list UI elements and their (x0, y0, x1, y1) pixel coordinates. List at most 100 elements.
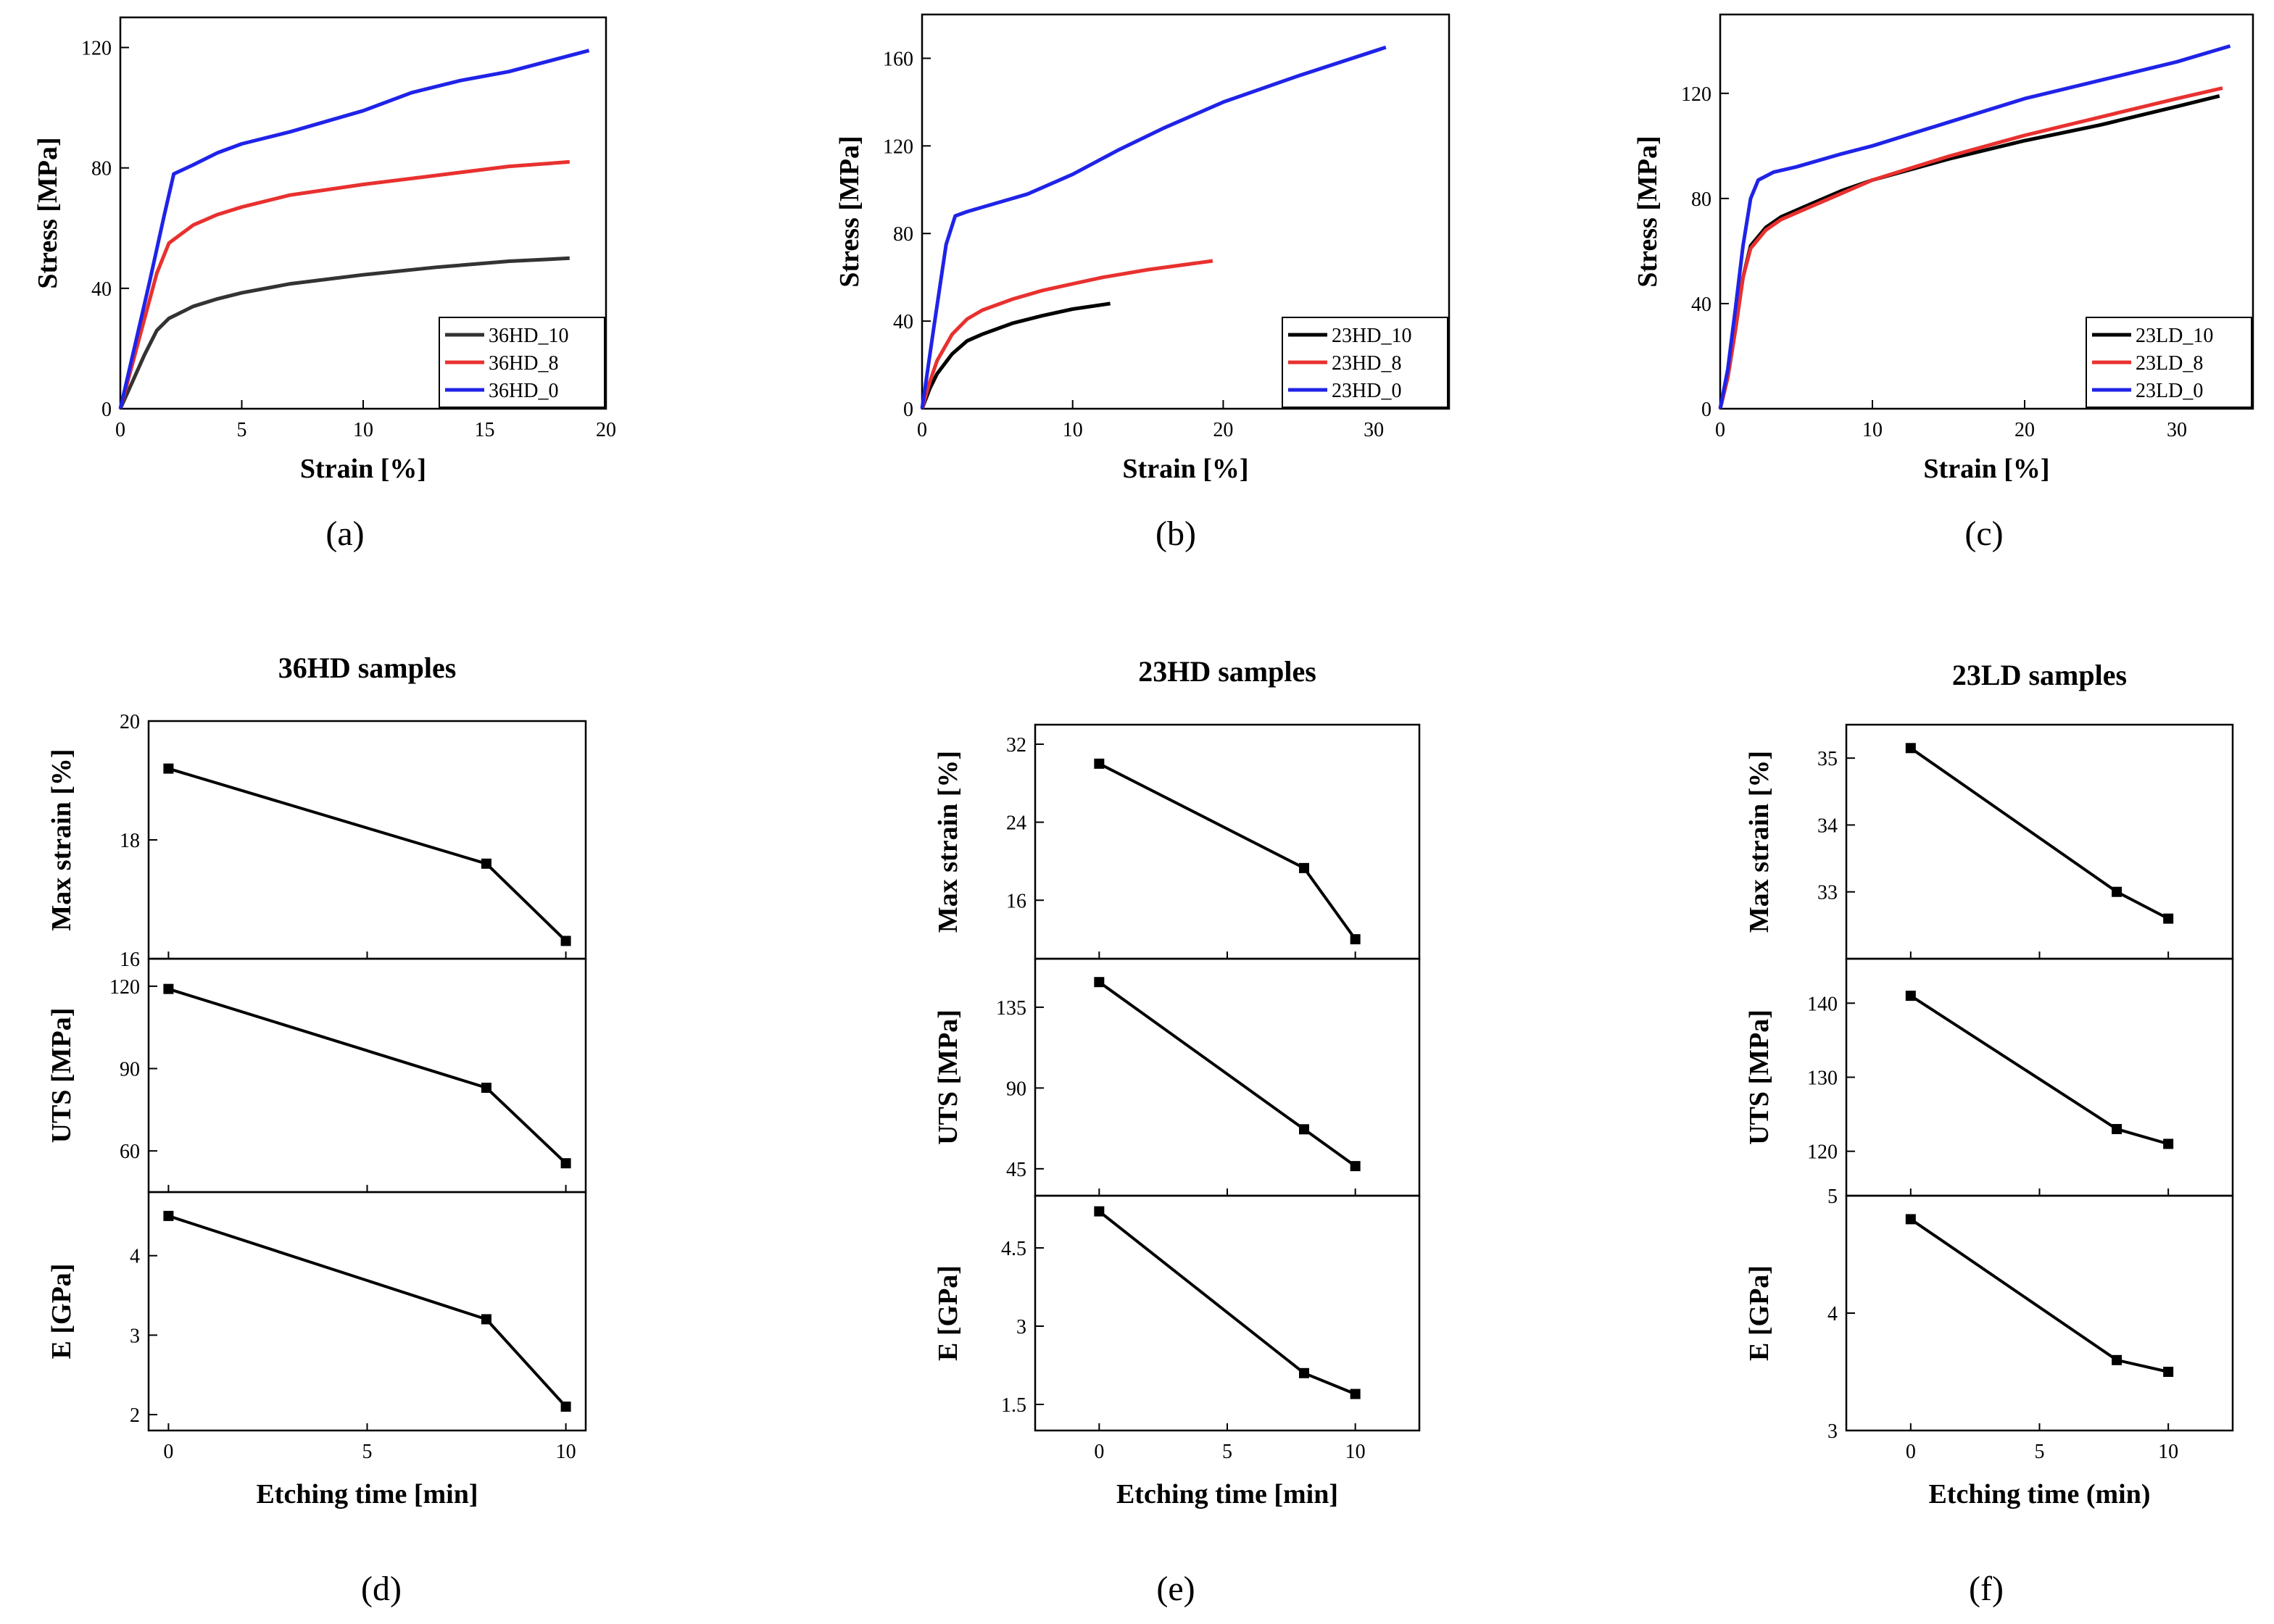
y-tick-label: 120 (109, 976, 140, 999)
x-tick-label: 0 (1094, 1441, 1104, 1463)
chart-title: 23LD samples (1952, 659, 2127, 691)
y-tick-label: 34 (1817, 815, 1838, 837)
legend-label: 36HD_0 (489, 380, 558, 402)
data-point (163, 763, 174, 774)
legend-label: 23HD_0 (1332, 380, 1401, 402)
series-line-36HD_8 (118, 159, 570, 409)
y-tick-label: 90 (1006, 1078, 1026, 1100)
y-tick-label: 16 (1006, 890, 1026, 912)
x-axis-label: Etching time [min] (1116, 1479, 1338, 1510)
series-line (1098, 762, 1357, 941)
series-line-23LD_8 (1718, 86, 2223, 409)
series-line (1098, 1210, 1356, 1396)
y-tick-label: 3 (1827, 1420, 1838, 1443)
y-tick-label: 3 (130, 1325, 140, 1347)
y-tick-label: 130 (1807, 1067, 1838, 1090)
legend-label: 23LD_0 (2136, 380, 2203, 402)
series-line (167, 767, 567, 942)
y-axis-label: UTS [MPa] (1744, 1009, 1775, 1145)
y-tick-label: 140 (1807, 993, 1838, 1015)
data-point (560, 1158, 571, 1169)
caption: (c) (1964, 515, 2003, 553)
panel-frame (147, 720, 587, 960)
data-point (1350, 1388, 1361, 1399)
panel-0: 33 34 35 Max strain [%] (1744, 723, 2234, 960)
y-axis-label: UTS [MPa] (933, 1009, 963, 1145)
data-point (2112, 886, 2122, 897)
x-tick-label: 30 (2167, 419, 2187, 441)
series-line (167, 987, 567, 1165)
data-point (1299, 1124, 1309, 1135)
panel-frame (1845, 957, 2234, 1197)
y-tick-label: 18 (120, 830, 140, 852)
caption: (b) (1155, 515, 1196, 553)
caption: (e) (1156, 1570, 1195, 1608)
y-tick-label: 45 (1006, 1159, 1026, 1181)
y-tick-label: 32 (1006, 734, 1026, 757)
data-point (1299, 862, 1309, 873)
chart-b: 0 10 20 30 0 40 80 120 160 Strain [%] Stress [MPa]… (834, 13, 1451, 553)
data-point (2163, 1138, 2174, 1149)
y-tick-label: 80 (1691, 188, 1711, 211)
x-tick-label: 5 (237, 419, 247, 441)
panel-2: 3 4 5 E [GPa] (1744, 1186, 2234, 1443)
panel-1: 60 90 120 UTS [MPa] (46, 957, 587, 1194)
panel-2: 2 3 4 E [GPa] (46, 1191, 587, 1432)
legend: 23LD_10 23LD_8 23LD_0 (2086, 317, 2252, 408)
y-tick-label: 2 (130, 1404, 140, 1427)
data-point (1094, 977, 1105, 988)
data-point (1299, 1367, 1309, 1378)
series-line (167, 1214, 568, 1408)
data-point (2112, 1124, 2122, 1135)
y-tick-label: 0 (1701, 399, 1711, 421)
series-line-23HD_10 (920, 301, 1111, 409)
x-tick-label: 0 (115, 419, 125, 441)
x-tick-label: 10 (2158, 1441, 2178, 1463)
y-axis-label: Max strain [%] (933, 751, 963, 933)
y-axis-label: Max strain [%] (46, 749, 77, 930)
data-point (2163, 913, 2174, 924)
data-point (163, 1210, 174, 1221)
y-tick-label: 4.5 (1001, 1238, 1026, 1260)
x-tick-label: 5 (2035, 1441, 2045, 1463)
data-point (481, 858, 491, 869)
panel-0: 16 24 32 Max strain [%] (933, 723, 1421, 960)
series-line (1909, 746, 2170, 920)
x-tick-label: 10 (1345, 1441, 1366, 1463)
series-line-36HD_0 (118, 49, 590, 409)
y-tick-label: 135 (996, 997, 1026, 1020)
data-point (1905, 991, 1916, 1002)
data-point (1094, 1206, 1105, 1217)
y-axis-label: Stress [MPa] (834, 136, 865, 287)
caption: (a) (325, 515, 364, 553)
x-tick-label: 0 (1906, 1441, 1916, 1463)
y-tick-label: 3 (1016, 1316, 1026, 1338)
legend-label: 23HD_8 (1332, 352, 1401, 375)
chart-title: 23HD samples (1138, 655, 1316, 688)
y-tick-label: 80 (893, 223, 913, 246)
chart-title: 36HD samples (278, 651, 457, 684)
panel-frame (147, 957, 587, 1194)
y-axis-label: E [GPa] (46, 1264, 77, 1359)
y-tick-label: 160 (883, 48, 913, 70)
y-axis-label: Stress [MPa] (1632, 136, 1663, 287)
y-tick-label: 120 (1681, 83, 1711, 106)
data-point (560, 936, 571, 946)
y-tick-label: 40 (893, 311, 913, 333)
y-tick-label: 120 (883, 136, 913, 158)
x-tick-label: 20 (596, 419, 616, 441)
series-line-23HD_0 (920, 45, 1387, 409)
panel-frame (1034, 957, 1421, 1197)
panel-1: 45 90 135 UTS [MPa] (933, 957, 1421, 1197)
x-tick-label: 20 (2014, 419, 2035, 441)
caption: (d) (361, 1570, 402, 1608)
legend-label: 23LD_8 (2136, 352, 2203, 375)
y-tick-label: 16 (120, 949, 140, 971)
x-tick-label: 10 (1862, 419, 1883, 441)
y-tick-label: 60 (120, 1141, 140, 1163)
y-tick-label: 1.5 (1001, 1394, 1026, 1417)
y-axis-label: E [GPa] (1744, 1265, 1775, 1361)
x-tick-label: 0 (1715, 419, 1725, 441)
